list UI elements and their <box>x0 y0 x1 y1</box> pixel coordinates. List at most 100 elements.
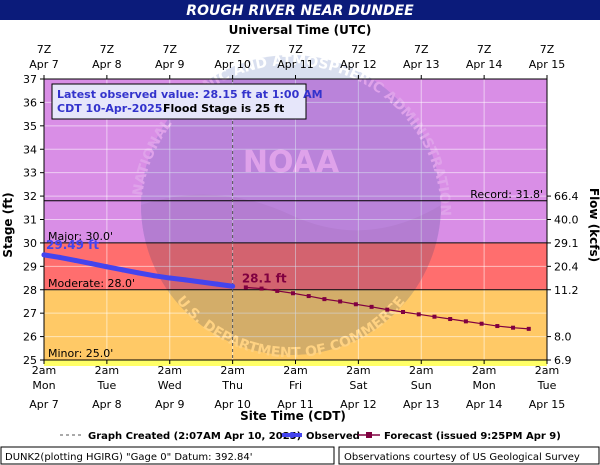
x-tick-time: 2am <box>220 364 244 377</box>
forecast-point <box>479 321 484 326</box>
y-tick-label: 30 <box>23 237 37 250</box>
forecast-point <box>495 324 500 329</box>
x-tick-time: 2am <box>32 364 56 377</box>
top-tick-date: Apr 9 <box>155 58 185 71</box>
threshold-label: Minor: 25.0' <box>48 347 113 360</box>
x-tick-day: Sat <box>349 379 368 392</box>
forecast-point <box>526 326 531 331</box>
flow-tick-label: 29.1 <box>554 237 579 250</box>
top-tick-date: Apr 15 <box>529 58 566 71</box>
observed-series <box>41 252 236 289</box>
x-tick-day: Mon <box>473 379 496 392</box>
top-tick-date: Apr 12 <box>340 58 377 71</box>
info-line1: Latest observed value: 28.15 ft at 1:00 … <box>57 88 323 101</box>
y-tick-label: 26 <box>23 331 37 344</box>
forecast-point <box>511 325 516 330</box>
y-tick-label: 35 <box>23 120 37 133</box>
forecast-point <box>322 297 327 302</box>
top-tick-time: 7Z <box>162 43 177 56</box>
threshold-label: Moderate: 28.0' <box>48 277 135 290</box>
noaa-watermark: NOAA NATIONAL OCEANIC AND ATMOSPHERIC AD… <box>130 53 453 362</box>
y-tick-label: 29 <box>23 260 37 273</box>
observed-point <box>230 283 236 289</box>
observed-point <box>104 264 110 270</box>
legend-forecast-marker <box>366 432 372 438</box>
top-tick-time: 7Z <box>225 43 240 56</box>
axes: 25 26 27 28 29 30 31 32 33 34 35 36 37 6.9 8.0 11.2 20.4… <box>23 43 579 411</box>
footer-courtesy: Observations courtesy of US Geological S… <box>344 452 580 463</box>
top-axis-label: Universal Time (UTC) <box>229 23 372 37</box>
top-tick-time: 7Z <box>37 43 52 56</box>
bottom-axis-label: Site Time (CDT) <box>240 409 346 423</box>
x-tick-day: Tue <box>537 379 557 392</box>
x-tick-date: Apr 7 <box>29 398 59 411</box>
top-tick-time: 7Z <box>288 43 303 56</box>
observed-point <box>182 277 188 283</box>
forecast-point <box>416 312 421 317</box>
forecast-point <box>243 285 248 290</box>
forecast-point <box>401 309 406 314</box>
y-tick-label: 25 <box>23 354 37 367</box>
legend: Graph Created (2:07AM Apr 10, 2025) Obse… <box>60 431 561 442</box>
x-tick-date: Apr 11 <box>277 398 314 411</box>
x-tick-time: 2am <box>158 364 182 377</box>
x-tick-time: 2am <box>346 364 370 377</box>
x-tick-day: Thu <box>221 379 243 392</box>
forecast-point <box>448 317 453 322</box>
forecast-point <box>369 304 374 309</box>
legend-observed-marker <box>289 432 295 438</box>
top-tick-time: 7Z <box>477 43 492 56</box>
top-tick-time: 7Z <box>540 43 555 56</box>
flow-axis-label: Flow (kcfs) <box>587 188 600 262</box>
observed-point <box>72 257 78 263</box>
observed-point <box>57 254 63 260</box>
top-tick-date: Apr 11 <box>277 58 314 71</box>
y-tick-label: 36 <box>23 96 37 109</box>
x-tick-time: 2am <box>283 364 307 377</box>
observed-point <box>167 275 173 281</box>
legend-forecast: Forecast (issued 9:25PM Apr 9) <box>384 431 561 442</box>
noaa-logo-text: NOAA <box>243 145 340 180</box>
top-tick-date: Apr 10 <box>214 58 251 71</box>
y-tick-label: 32 <box>23 190 37 203</box>
x-tick-date: Apr 9 <box>155 398 185 411</box>
info-box: Latest observed value: 28.15 ft at 1:00 … <box>51 83 323 120</box>
forecast-point <box>259 286 264 291</box>
record-label: Record: 31.8' <box>470 188 543 201</box>
forecast-point <box>306 294 311 299</box>
forecast-point <box>338 299 343 304</box>
forecast-point <box>290 291 295 296</box>
forecast-point <box>463 319 468 324</box>
noaa-logo-wave <box>141 194 441 355</box>
observed-point <box>151 273 157 279</box>
top-tick-date: Apr 8 <box>92 58 122 71</box>
flow-tick-label: 8.0 <box>554 331 572 344</box>
x-tick-day: Mon <box>32 379 55 392</box>
x-tick-date: Apr 13 <box>403 398 440 411</box>
legend-observed: Observed <box>306 431 360 442</box>
x-tick-date: Apr 14 <box>466 398 503 411</box>
x-tick-time: 2am <box>472 364 496 377</box>
x-tick-date: Apr 10 <box>214 398 251 411</box>
forecast-point <box>275 288 280 293</box>
y-tick-label: 28 <box>23 284 37 297</box>
x-tick-day: Tue <box>96 379 116 392</box>
info-box-frame <box>51 83 307 120</box>
forecast-point <box>353 302 358 307</box>
y-tick-label: 37 <box>23 73 37 86</box>
top-tick-time: 7Z <box>351 43 366 56</box>
top-tick-time: 7Z <box>414 43 429 56</box>
info-line2b: Flood Stage is 25 ft <box>163 102 284 115</box>
observed-point <box>41 252 47 258</box>
x-tick-date: Apr 8 <box>92 398 122 411</box>
flow-tick-label: 66.4 <box>554 190 579 203</box>
y-axis-label: Stage (ft) <box>1 192 15 257</box>
x-tick-date: Apr 12 <box>340 398 377 411</box>
threshold-label: Major: 30.0' <box>48 230 113 243</box>
x-tick-time: 2am <box>535 364 559 377</box>
y-tick-label: 33 <box>23 167 37 180</box>
flow-tick-label: 20.4 <box>554 260 579 273</box>
top-tick-date: Apr 13 <box>403 58 440 71</box>
footer-datum: DUNK2(plotting HGIRG) "Gage 0" Datum: 39… <box>5 452 252 463</box>
